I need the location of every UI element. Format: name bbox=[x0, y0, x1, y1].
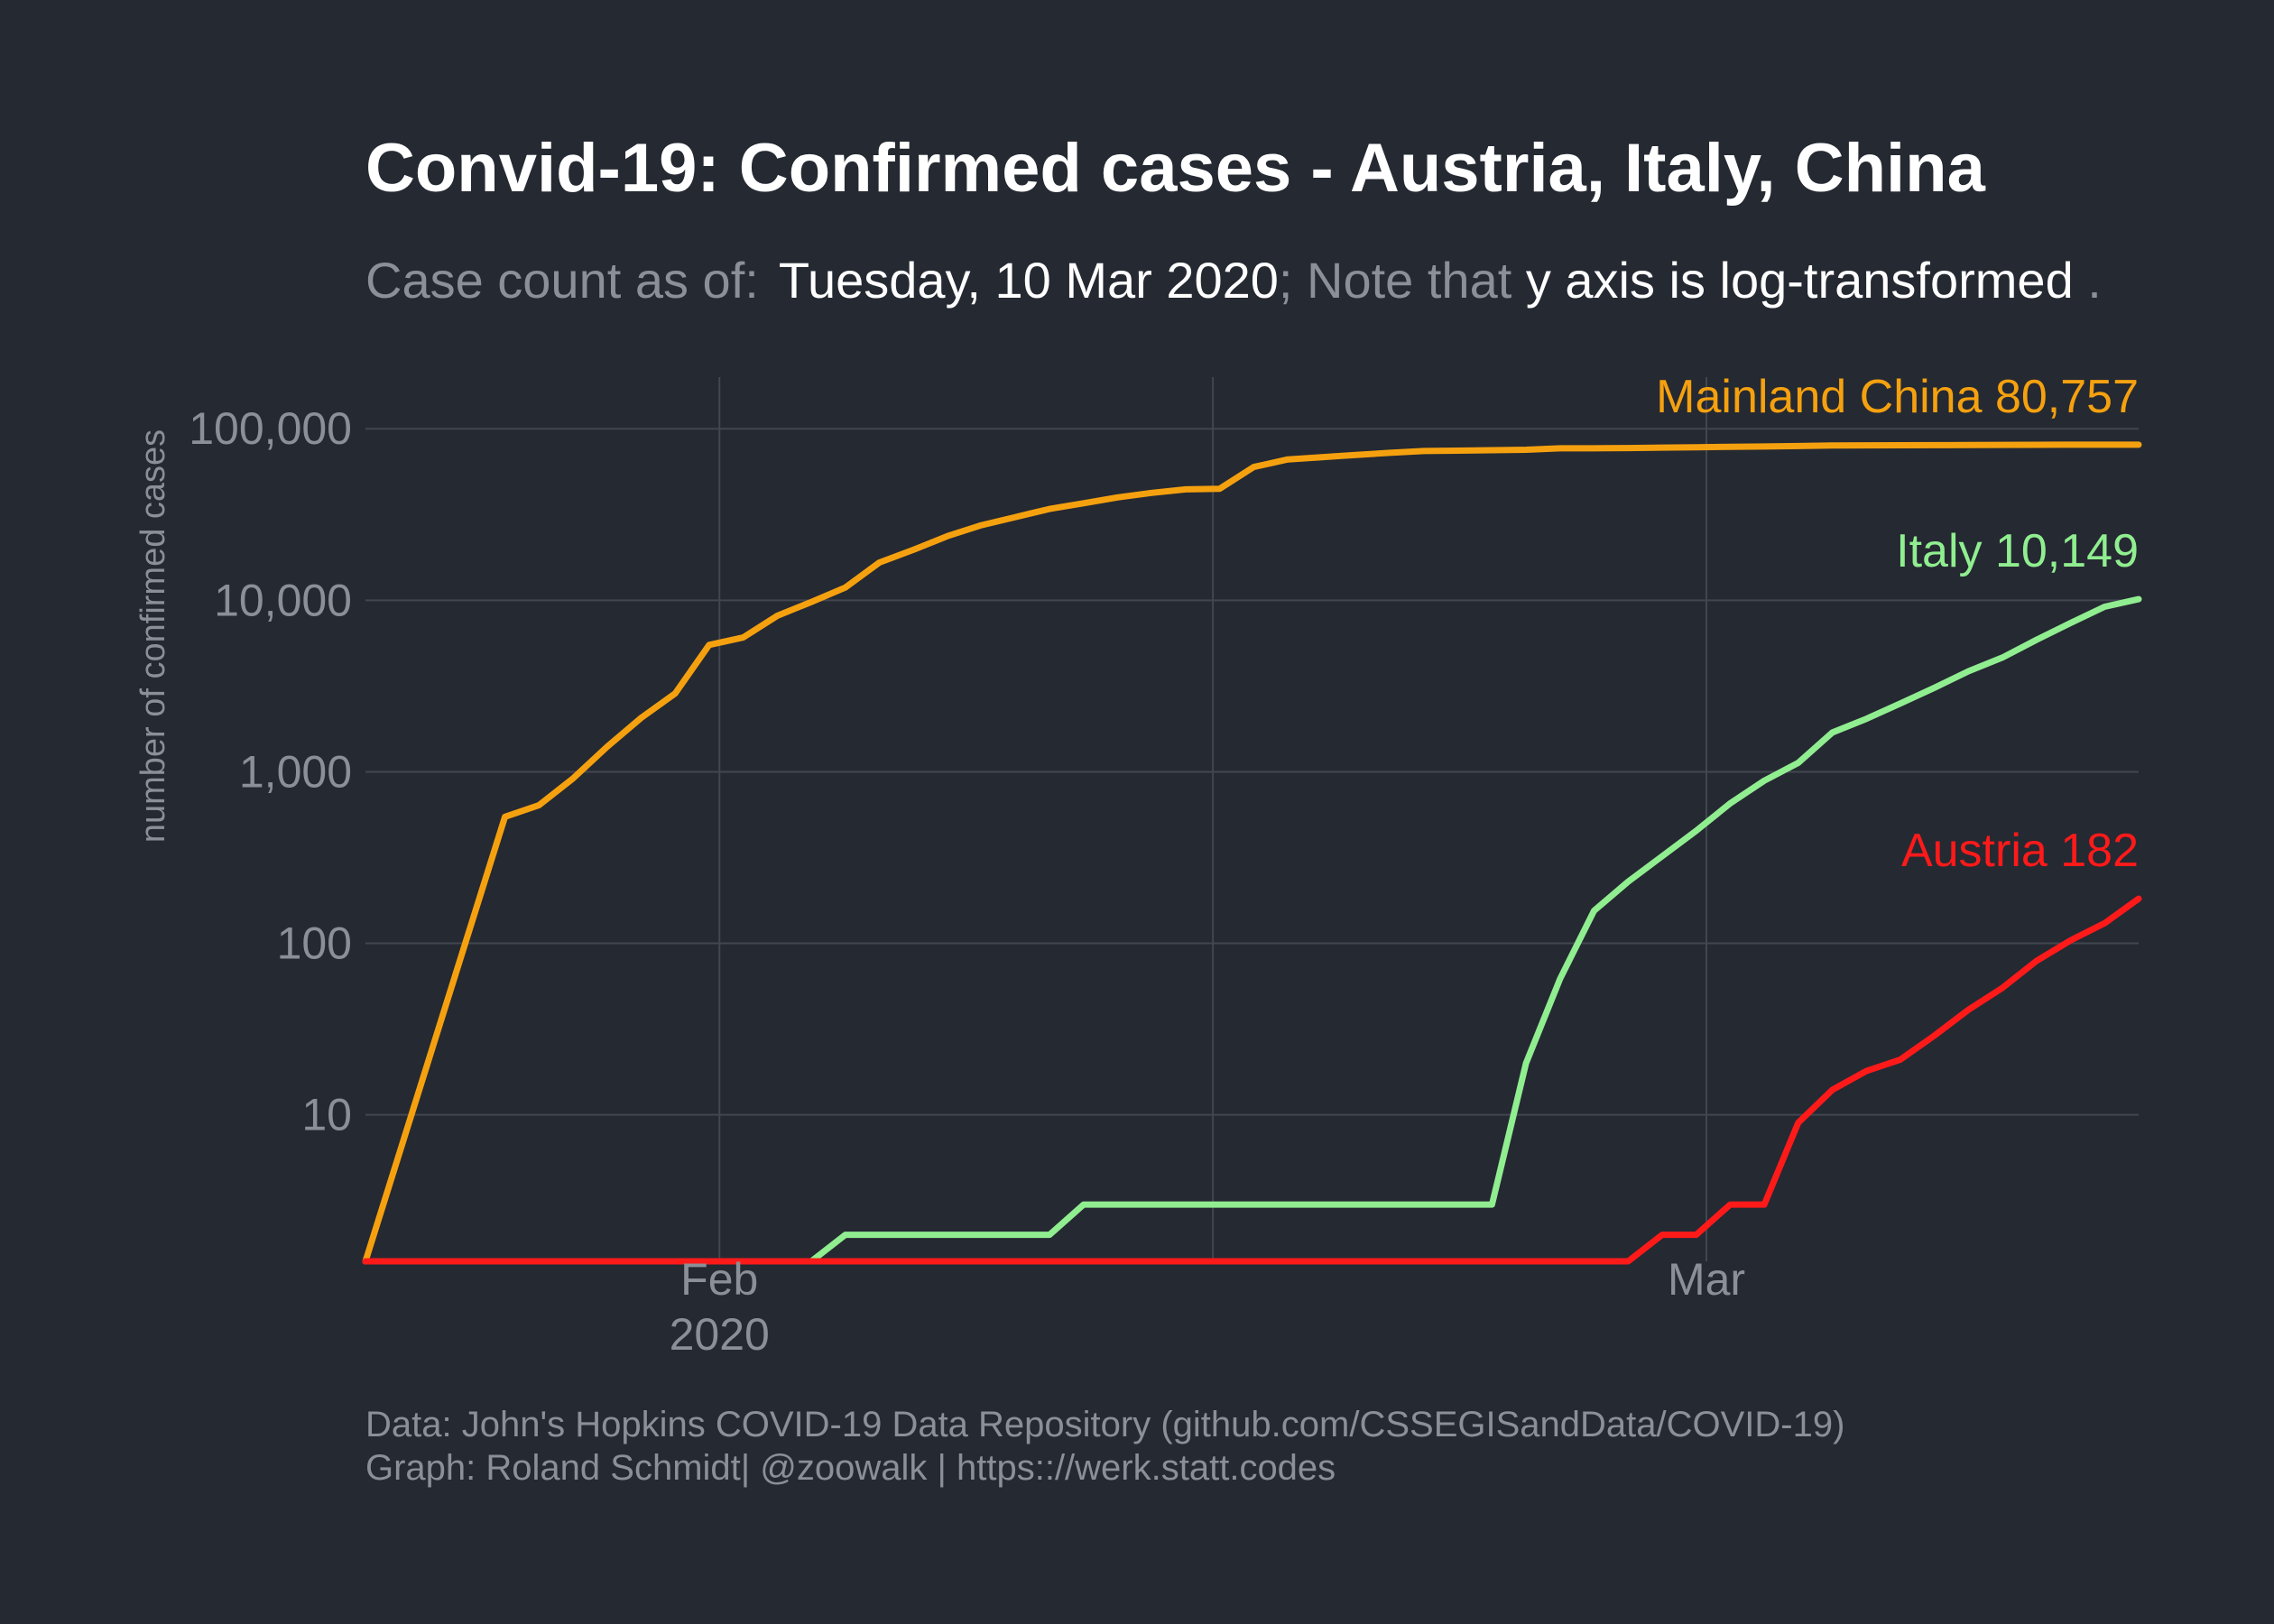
grid-layer bbox=[365, 377, 2139, 1261]
y-tick-label: 10 bbox=[301, 1090, 352, 1140]
series-line-mainland-china bbox=[362, 441, 2142, 1265]
y-axis-label: number of confirmed cases bbox=[134, 429, 172, 843]
label-layer: Mainland China 80,757 Italy 10,149 Austria… bbox=[1656, 371, 2139, 877]
y-tick-label: 100 bbox=[277, 918, 352, 969]
end-label-italy: Italy 10,149 bbox=[1896, 525, 2139, 577]
chart-title: Convid-19: Confirmed cases - Austria, It… bbox=[365, 130, 1986, 207]
y-tick-label: 100,000 bbox=[189, 403, 352, 454]
x-tick-label: Feb bbox=[680, 1254, 758, 1305]
subtitle-middle: ; Note that bbox=[1279, 252, 1526, 309]
series-line-italy bbox=[362, 595, 2142, 1265]
end-label-austria: Austria 182 bbox=[1901, 825, 2139, 877]
series-line-austria bbox=[362, 895, 2142, 1265]
subtitle-prefix: Case count as of: bbox=[365, 252, 759, 309]
y-tick-label: 10,000 bbox=[214, 575, 352, 625]
end-label-mainland-china: Mainland China 80,757 bbox=[1656, 371, 2139, 423]
x-tick-label: Mar bbox=[1668, 1254, 1745, 1305]
subtitle-suffix: . bbox=[2074, 252, 2102, 309]
y-tick-label: 1,000 bbox=[239, 746, 352, 797]
series-layer bbox=[362, 441, 2142, 1265]
caption-graph-credit: Graph: Roland Schmidt| @zoowalk | https:… bbox=[365, 1448, 1336, 1488]
subtitle-date: Tuesday, 10 Mar 2020 bbox=[779, 252, 1279, 309]
chart-subtitle: Case count as of: Tuesday, 10 Mar 2020; N… bbox=[365, 252, 2102, 309]
x-tick-label-year: 2020 bbox=[670, 1309, 770, 1360]
subtitle-emph: y axis is log-transformed bbox=[1526, 252, 2074, 309]
caption-data-source: Data: John's Hopkins COVID-19 Data Repos… bbox=[365, 1405, 1844, 1444]
